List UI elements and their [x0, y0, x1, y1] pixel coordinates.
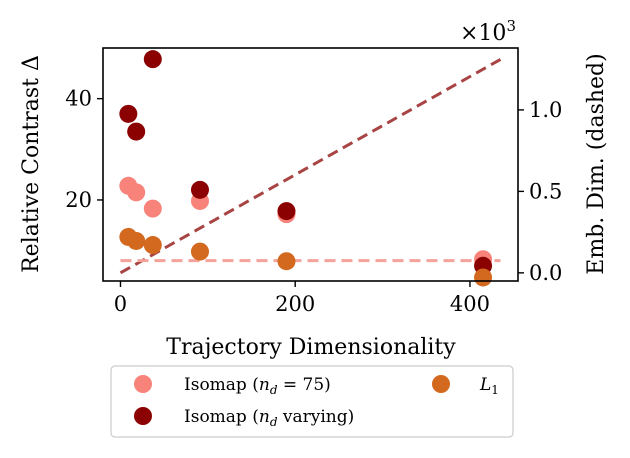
y2-axis-label: Emb. Dim. (dashed)	[584, 53, 609, 274]
axes-frame	[102, 47, 519, 282]
y2-tick-label-2: 1.0	[529, 98, 562, 122]
legend-marker-l1	[432, 375, 450, 393]
x-tick-label-1: 200	[275, 292, 315, 316]
legend: Isomap (nd = 75) Isomap (nd varying) L1	[110, 365, 514, 438]
legend-label-isomap-varying: Isomap (nd varying)	[184, 407, 354, 429]
legend-marker-isomap-nd75	[134, 375, 152, 393]
point-s2-4	[277, 252, 296, 271]
point-s2-5	[474, 268, 493, 287]
point-s1-1	[127, 122, 146, 141]
point-s1-3	[190, 180, 209, 199]
point-s0-1	[127, 183, 146, 202]
y2-multiplier-exponent: 3	[506, 17, 516, 35]
point-s2-3	[190, 242, 209, 261]
point-s1-2	[143, 50, 162, 69]
y-axis-label: Relative Contrast Δ	[19, 55, 44, 273]
x-tick-label-0: 0	[114, 292, 127, 316]
legend-label-isomap-nd75: Isomap (nd = 75)	[184, 375, 331, 397]
y2-multiplier-label: ×103	[460, 17, 516, 46]
y2-tick-label-1: 0.5	[529, 179, 562, 203]
point-s1-0	[119, 104, 138, 123]
point-s0-2	[143, 199, 162, 218]
x-tick-label-2: 400	[450, 292, 490, 316]
y-tick-label-1: 40	[65, 87, 92, 111]
legend-marker-isomap-varying	[134, 407, 152, 425]
axes: 0 200 400 20 40 0.0 0.5 1.0	[65, 47, 562, 316]
point-s2-2	[143, 236, 162, 255]
dashed-line-0	[119, 58, 502, 275]
legend-label-l1: L1	[479, 375, 499, 397]
point-s2-1	[127, 231, 146, 250]
x-axis-label: Trajectory Dimensionality	[166, 335, 456, 360]
data-marks	[119, 50, 502, 287]
y-tick-label-0: 20	[65, 188, 92, 212]
point-s1-4	[277, 202, 296, 221]
y2-tick-label-0: 0.0	[529, 261, 562, 285]
legend-frame	[110, 365, 514, 438]
